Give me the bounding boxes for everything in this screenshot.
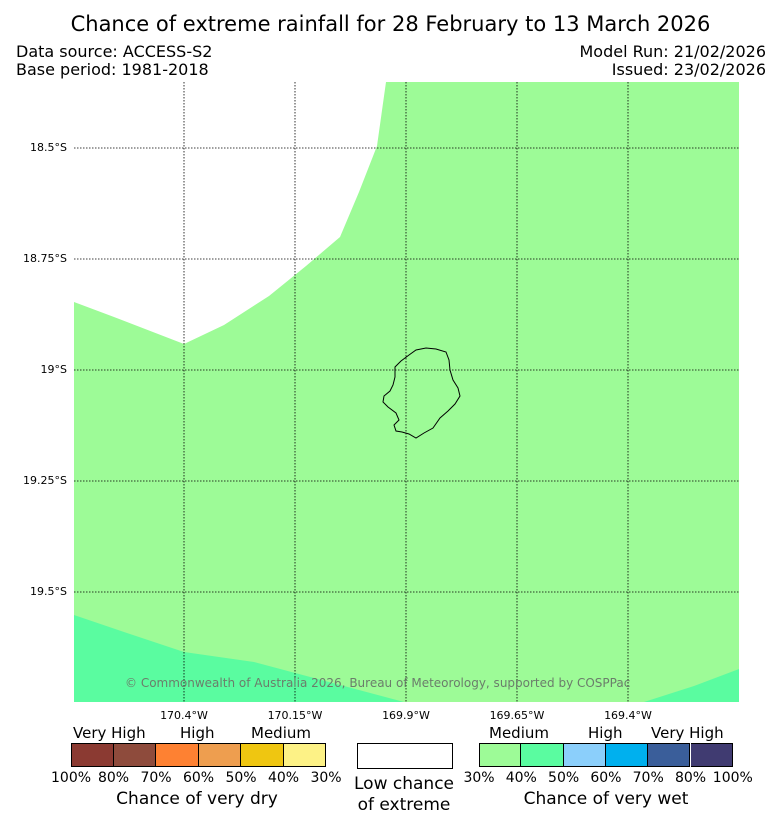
legend-tick-label: 40% [267,770,300,786]
legend-tick-label: 60% [182,770,215,786]
data-source-label: Data source: ACCESS-S2 [16,42,213,61]
lat-label: 19°S [40,363,67,376]
low-chance-line2: of extreme [357,795,451,815]
lat-label: 18.75°S [23,252,67,265]
graticule [74,82,739,702]
lon-label: 170.15°W [267,709,323,722]
legend-tick-label: 70% [632,770,664,786]
lon-label: 169.65°W [489,709,545,722]
legend-tick-label: 50% [225,770,257,786]
legend-tick-label: 30% [310,770,342,786]
lat-label: 19.5°S [30,585,67,598]
legend-tick-label: 100% [712,770,753,786]
legend-swatch [71,743,114,767]
issued-label: Issued: 23/02/2026 [611,60,766,79]
model-run-label: Model Run: 21/02/2026 [579,42,767,61]
lon-label: 169.4°W [604,709,652,722]
copyright-notice: © Commonwealth of Australia 2026, Bureau… [125,676,630,690]
legend-tick-label: 80% [97,770,130,786]
dry-legend-title: Chance of very dry [116,789,278,809]
base-period-label: Base period: 1981-2018 [16,60,209,79]
legend-tick-label: 70% [140,770,172,786]
legend-swatch [690,743,733,767]
legend-swatch [563,743,606,767]
legend-tick-label: 60% [590,770,622,786]
legend-swatch [198,743,241,767]
map-title: Chance of extreme rainfall for 28 Februa… [70,12,711,36]
dry-medium-label: Medium [251,724,311,742]
wet-medium-label: Medium [489,724,549,742]
legend-tick-label: 30% [463,770,495,786]
legend-tick-label: 100% [51,770,92,786]
lon-label: 169.9°W [382,709,430,722]
medium-wet-40-region-east [644,669,739,702]
wet-legend-title: Chance of very wet [523,789,689,809]
wet-very-high-label: Very High [651,724,724,742]
legend-swatch [156,743,199,767]
legend-swatch [521,743,564,767]
legend-tick-label: 50% [548,770,580,786]
medium-wet-region [74,82,739,702]
lat-label: 19.25°S [23,474,67,487]
legend-swatch [113,743,156,767]
legend-swatch [605,743,649,767]
lon-label: 170.4°W [160,709,208,722]
niue-coastline [382,347,461,439]
map-panel[interactable]: © Commonwealth of Australia 2026, Bureau… [74,82,739,702]
legend-tick-label: 40% [505,770,537,786]
legend-swatch [648,743,691,767]
map-canvas: © Commonwealth of Australia 2026, Bureau… [74,82,739,702]
low-chance-line1: Low chance [354,774,454,794]
legend-tick-label: 80% [674,770,707,786]
medium-wet-40-region [74,615,404,702]
legend-swatch [241,743,284,767]
dry-very-high-label: Very High [73,724,146,742]
low-chance-swatch [357,743,453,769]
dry-high-label: High [180,724,215,742]
legend-swatch [479,743,522,767]
lat-label: 18.5°S [30,141,67,154]
wet-high-label: High [588,724,623,742]
legend-swatch [283,743,326,767]
